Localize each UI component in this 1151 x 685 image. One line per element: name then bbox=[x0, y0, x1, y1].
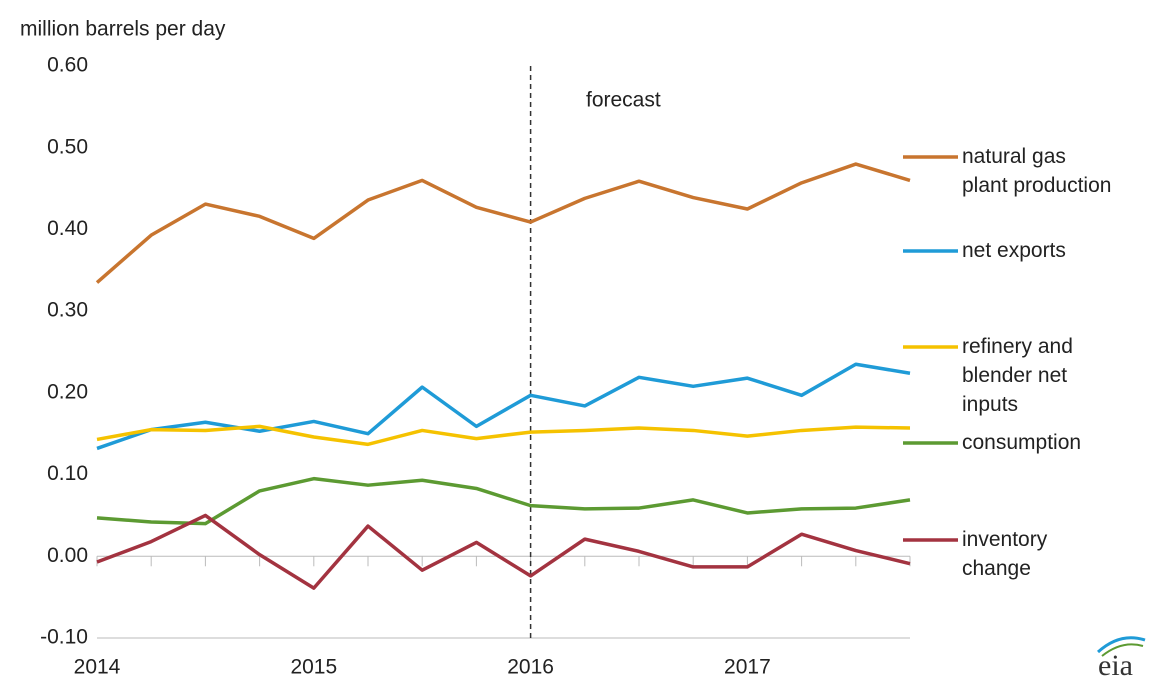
series-line bbox=[96, 476, 911, 526]
y-axis-label: million barrels per day bbox=[20, 18, 226, 41]
y-tick-label: 0.40 bbox=[47, 217, 88, 240]
x-tick-label: 2015 bbox=[290, 656, 337, 679]
series-line bbox=[95, 162, 911, 284]
legend-label: net exports bbox=[962, 239, 1066, 262]
forecast-annotation: forecast bbox=[586, 89, 661, 112]
series-line bbox=[96, 513, 911, 590]
y-tick-label: 0.20 bbox=[47, 380, 88, 403]
svg-text:eia: eia bbox=[1098, 649, 1133, 682]
x-tick-label: 2014 bbox=[74, 656, 121, 679]
eia-logo: eia bbox=[1096, 636, 1146, 682]
y-tick-label: 0.50 bbox=[47, 135, 88, 158]
y-tick-label: 0.00 bbox=[47, 544, 88, 567]
y-tick-label: 0.60 bbox=[47, 54, 88, 77]
legend-label: natural gas plant production bbox=[962, 145, 1112, 197]
y-tick-label: -0.10 bbox=[40, 626, 88, 649]
legend-label: consumption bbox=[962, 431, 1082, 454]
legend-label: inventory change bbox=[962, 528, 1048, 580]
legend-label: refinery and blender net inputs bbox=[962, 335, 1073, 416]
y-tick-label: 0.30 bbox=[47, 299, 88, 322]
series-line bbox=[96, 424, 911, 447]
x-tick-label: 2017 bbox=[724, 656, 771, 679]
x-tick-label: 2016 bbox=[507, 656, 554, 679]
y-tick-label: 0.10 bbox=[47, 462, 88, 485]
